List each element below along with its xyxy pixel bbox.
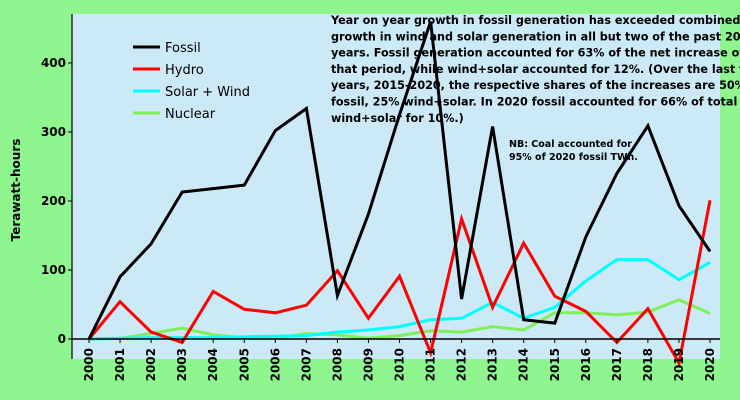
x-tick-label: 2013: [486, 348, 500, 381]
legend-label-solar-wind: Solar + Wind: [165, 85, 250, 100]
x-tick-label: 2015: [548, 348, 562, 381]
x-tick-label: 2020: [703, 348, 717, 381]
annotation-line: Year on year growth in fossil generation…: [330, 14, 740, 27]
y-tick-label: 200: [41, 194, 66, 208]
x-tick-label: 2000: [82, 348, 96, 381]
y-tick-label: 300: [41, 125, 66, 139]
note-line: NB: Coal accounted for: [509, 139, 632, 150]
annotation-line: that period, while wind+solar accounted …: [331, 63, 740, 76]
series-line-fossil: [87, 21, 712, 340]
x-tick-label: 2004: [206, 348, 220, 381]
x-tick-label: 2010: [393, 348, 407, 381]
x-tick-label: 2014: [517, 348, 531, 381]
x-tick-label: 2008: [330, 348, 344, 381]
legend-label-nuclear: Nuclear: [165, 107, 216, 122]
x-tick-label: 2002: [144, 348, 158, 381]
x-tick-label: 2007: [299, 348, 313, 381]
annotation-line: fossil, 25% wind+solar. In 2020 fossil a…: [331, 96, 740, 109]
legend-label-hydro: Hydro: [165, 63, 204, 78]
annotation-line: years, 2015-2020, the respective shares …: [331, 79, 740, 92]
series-line-solar-wind: [88, 258, 711, 341]
annotation-line: wind+solar for 10%.): [331, 112, 464, 125]
annotation-line: years. Fossil generation accounted for 6…: [331, 47, 740, 60]
annotation-line: growth in wind and solar generation in a…: [331, 30, 740, 43]
note-line: 95% of 2020 fossil TWh.: [509, 152, 638, 163]
x-tick-label: 2012: [455, 348, 469, 381]
y-tick-label: 0: [58, 332, 66, 346]
x-tick-label: 2019: [672, 348, 686, 381]
x-tick-label: 2003: [175, 348, 189, 381]
x-tick-label: 2016: [579, 348, 593, 381]
legend-label-fossil: Fossil: [165, 41, 201, 56]
series-line-hydro: [87, 200, 712, 368]
x-tick-label: 2011: [424, 348, 438, 381]
x-tick-label: 2001: [113, 348, 127, 381]
series-line-nuclear: [88, 298, 711, 341]
x-tick-label: 2017: [610, 348, 624, 381]
x-tick-label: 2018: [641, 348, 655, 381]
x-tick-label: 2005: [237, 348, 251, 381]
y-axis-title: Terawatt-hours: [9, 139, 23, 242]
x-tick-label: 2009: [361, 348, 375, 381]
y-tick-label: 400: [41, 56, 66, 70]
y-tick-label: 100: [41, 263, 66, 277]
x-tick-label: 2006: [268, 348, 282, 381]
